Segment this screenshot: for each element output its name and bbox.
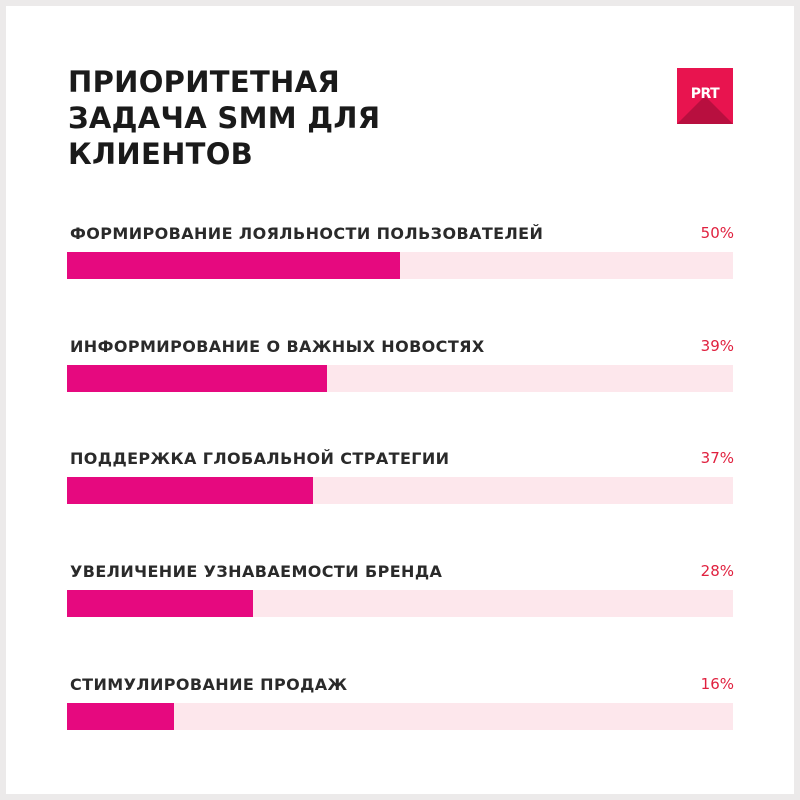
bar-category-label: ИНФОРМИРОВАНИЕ О ВАЖНЫХ НОВОСТЯХ <box>70 337 485 356</box>
bar-track <box>67 365 733 392</box>
bar-track <box>67 477 733 504</box>
bar-value-label: 39% <box>700 337 734 355</box>
bar-fill <box>67 252 400 279</box>
prt-logo: PRT <box>677 68 733 124</box>
bar-row: УВЕЛИЧЕНИЕ УЗНАВАЕМОСТИ БРЕНДА 28% <box>6 562 794 642</box>
bar-row: ИНФОРМИРОВАНИЕ О ВАЖНЫХ НОВОСТЯХ 39% <box>6 337 794 417</box>
bar-value-label: 37% <box>700 449 734 467</box>
bar-category-label: ПОДДЕРЖКА ГЛОБАЛЬНОЙ СТРАТЕГИИ <box>70 449 450 468</box>
bar-fill <box>67 590 253 617</box>
title-line-1: ПРИОРИТЕТНАЯ <box>68 65 340 99</box>
bar-fill <box>67 365 327 392</box>
bar-value-label: 28% <box>700 562 734 580</box>
bar-fill <box>67 703 174 730</box>
bar-row: СТИМУЛИРОВАНИЕ ПРОДАЖ 16% <box>6 675 794 755</box>
bar-row: ПОДДЕРЖКА ГЛОБАЛЬНОЙ СТРАТЕГИИ 37% <box>6 449 794 529</box>
bar-value-label: 16% <box>700 675 734 693</box>
bar-category-label: УВЕЛИЧЕНИЕ УЗНАВАЕМОСТИ БРЕНДА <box>70 562 443 581</box>
chart-title: ПРИОРИТЕТНАЯ ЗАДАЧА SMM ДЛЯ КЛИЕНТОВ <box>68 64 488 172</box>
bar-category-label: СТИМУЛИРОВАНИЕ ПРОДАЖ <box>70 675 348 694</box>
logo-text: PRT <box>690 86 720 102</box>
bar-track <box>67 590 733 617</box>
bar-row: ФОРМИРОВАНИЕ ЛОЯЛЬНОСТИ ПОЛЬЗОВАТЕЛЕЙ 50% <box>6 224 794 304</box>
title-line-3: КЛИЕНТОВ <box>68 137 254 171</box>
title-line-2: ЗАДАЧА SMM ДЛЯ <box>68 101 381 135</box>
bar-chart: ФОРМИРОВАНИЕ ЛОЯЛЬНОСТИ ПОЛЬЗОВАТЕЛЕЙ 50%… <box>6 6 794 794</box>
bar-track <box>67 703 733 730</box>
bar-value-label: 50% <box>700 224 734 242</box>
bar-track <box>67 252 733 279</box>
bar-category-label: ФОРМИРОВАНИЕ ЛОЯЛЬНОСТИ ПОЛЬЗОВАТЕЛЕЙ <box>70 224 544 243</box>
infographic-card: ПРИОРИТЕТНАЯ ЗАДАЧА SMM ДЛЯ КЛИЕНТОВ PRT… <box>6 6 794 794</box>
bar-fill <box>67 477 313 504</box>
